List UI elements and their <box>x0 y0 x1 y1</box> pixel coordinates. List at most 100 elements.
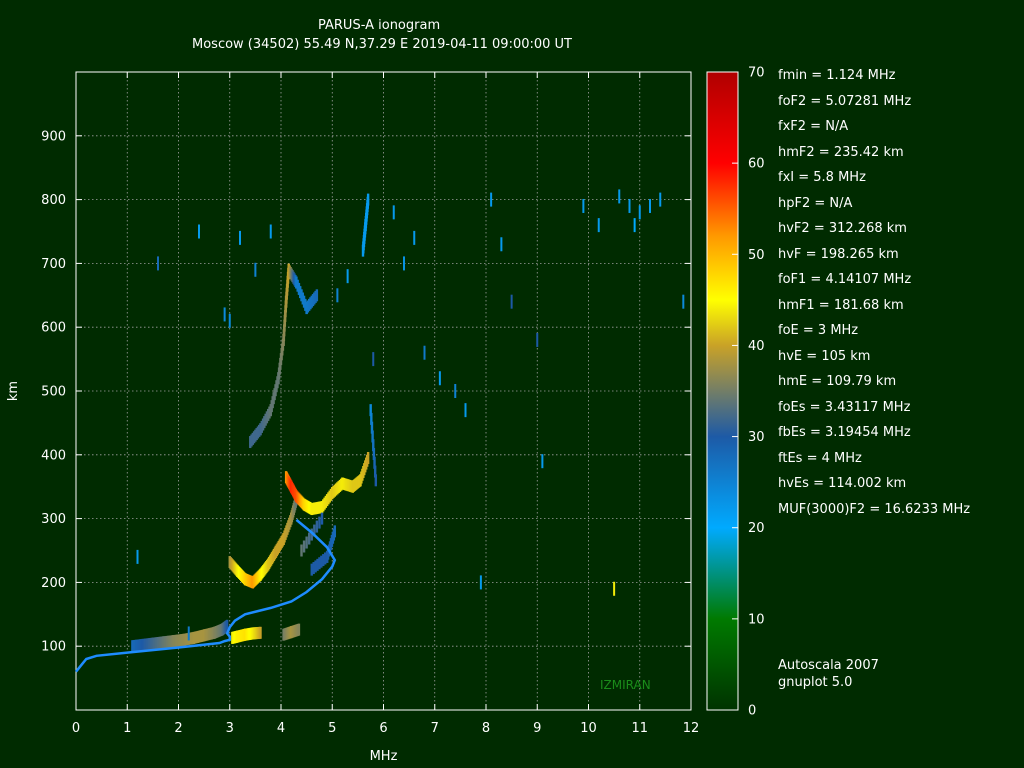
param-row: foF1 = 4.14107 MHz <box>778 272 911 287</box>
noise-echo <box>228 313 231 328</box>
trace-sample <box>301 292 304 305</box>
trace-sample <box>192 631 196 644</box>
param-row: fmin = 1.124 MHz <box>778 68 895 83</box>
trace-sample <box>313 502 316 515</box>
colorbar-tick-label: 40 <box>748 339 765 354</box>
trace-f2-upper <box>361 193 378 487</box>
param-value: = 3.19454 MHz <box>809 425 911 440</box>
param-name: hmF2 <box>778 144 815 160</box>
param-name: ftEs <box>778 450 803 466</box>
trace-sample <box>300 544 303 557</box>
trace-sample <box>319 501 322 514</box>
param-value: = 181.68 km <box>818 297 904 313</box>
noise-echo <box>510 294 513 309</box>
trace-f2-second <box>249 263 319 449</box>
trace-sample <box>188 632 192 645</box>
param-value: = 5.8 MHz <box>798 170 866 185</box>
trace-sample <box>259 423 262 436</box>
trace-sample <box>333 484 337 497</box>
trace-sample <box>310 528 313 541</box>
trace-sample <box>178 634 181 647</box>
x-tick-label: 0 <box>72 721 80 736</box>
trace-sample <box>313 292 316 305</box>
colorbar-tick-label: 0 <box>748 704 756 719</box>
noise-echo <box>136 549 139 564</box>
noise-echo <box>613 581 616 596</box>
trace-sample <box>343 478 347 491</box>
trace-sample <box>164 636 167 649</box>
trace-sample <box>193 631 197 644</box>
y-tick-label: 300 <box>41 512 66 527</box>
trace-sample <box>255 428 258 441</box>
trace-sample <box>151 637 155 650</box>
trace-sample <box>138 639 142 652</box>
param-name: hvE <box>778 348 803 364</box>
trace-sample <box>316 501 320 514</box>
noise-echo <box>254 262 257 277</box>
trace-sample <box>159 636 162 649</box>
trace-sample <box>264 413 267 426</box>
noise-echo <box>682 294 685 309</box>
param-name: foEs <box>778 399 806 415</box>
noise-echo <box>638 205 641 220</box>
noise-echo <box>633 218 636 233</box>
colorbar-tick-label: 60 <box>748 157 765 172</box>
trace-sample <box>259 626 262 639</box>
trace-sample <box>176 634 179 647</box>
trace-sample <box>320 555 323 568</box>
noise-echo <box>346 269 349 284</box>
trace-sample <box>208 628 211 641</box>
x-tick-label: 5 <box>328 721 336 736</box>
x-tick-label: 9 <box>533 721 541 736</box>
param-value: = 114.002 km <box>813 476 907 491</box>
trace-sample <box>370 412 373 425</box>
trace-sample <box>141 638 144 651</box>
param-row: hvF2 = 312.268 km <box>778 221 907 236</box>
param-value: = 1.124 MHz <box>811 68 896 83</box>
param-row: hvF = 198.265 km <box>778 247 899 262</box>
y-tick-label: 900 <box>41 129 66 144</box>
trace-sample <box>307 298 311 311</box>
echo-traces <box>131 189 685 653</box>
trace-sample <box>210 627 214 640</box>
noise-echo <box>372 352 375 367</box>
param-row: foF2 = 5.07281 MHz <box>778 94 911 109</box>
trace-sample <box>313 524 316 537</box>
y-tick-label: 800 <box>41 193 66 208</box>
trace-sample <box>200 629 203 642</box>
trace-sample <box>177 634 180 647</box>
trace-sample <box>181 633 184 646</box>
chart-subtitle: Moscow (34502) 55.49 N,37.29 E 2019-04-1… <box>192 37 572 52</box>
param-row: hpF2 = N/A <box>778 196 852 211</box>
noise-echo <box>239 230 241 245</box>
trace-f2 <box>284 451 370 516</box>
param-name: hvF2 <box>778 221 810 236</box>
trace-sample <box>310 503 313 516</box>
trace-sample <box>225 619 229 632</box>
trace-sample <box>318 557 321 570</box>
trace-sample <box>372 448 376 461</box>
trace-sample <box>133 639 137 652</box>
y-tick-label: 700 <box>41 257 66 272</box>
param-row: hmE = 109.79 km <box>778 374 896 389</box>
trace-f1-cusp <box>228 493 298 589</box>
trace-sample <box>295 276 298 289</box>
trace-sample <box>322 499 325 512</box>
trace-sample <box>263 416 266 429</box>
trace-sample <box>258 424 261 437</box>
credits: Autoscala 2007 gnuplot 5.0 <box>778 657 879 691</box>
grid-lines <box>76 72 691 710</box>
trace-sample <box>140 639 143 652</box>
param-row: hvEs = 114.002 km <box>778 476 906 491</box>
trace-sample <box>302 540 306 553</box>
trace-sample <box>332 485 335 498</box>
y-tick-label: 200 <box>41 576 66 591</box>
trace-sample <box>345 478 348 491</box>
trace-sample <box>342 477 345 490</box>
trace-sample <box>206 628 210 641</box>
trace-es-cusp <box>231 626 262 644</box>
trace-sample <box>250 434 253 447</box>
param-value: = 5.07281 MHz <box>810 93 912 109</box>
trace-sample <box>136 639 139 652</box>
